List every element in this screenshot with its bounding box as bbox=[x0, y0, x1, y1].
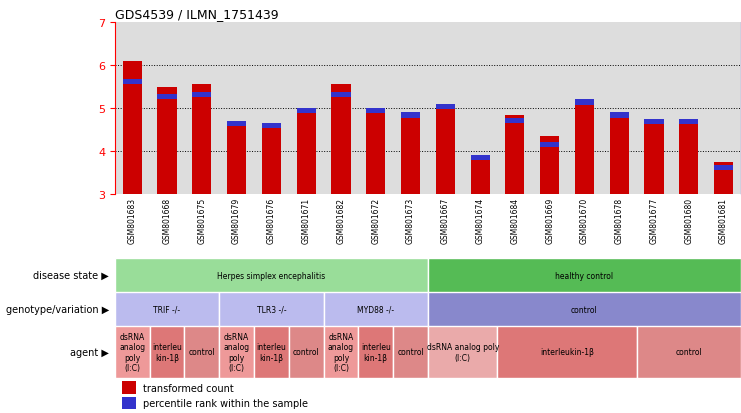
Bar bbox=[123, 62, 142, 195]
Bar bbox=[540, 137, 559, 195]
Text: GSM801682: GSM801682 bbox=[336, 198, 345, 244]
Bar bbox=[115, 259, 428, 292]
Bar bbox=[401, 113, 420, 118]
Text: control: control bbox=[397, 348, 424, 356]
Bar bbox=[123, 80, 142, 85]
Bar bbox=[366, 109, 385, 114]
Bar bbox=[219, 292, 324, 326]
Bar bbox=[393, 326, 428, 378]
Bar bbox=[505, 119, 525, 124]
Bar bbox=[679, 119, 698, 195]
Text: GSM801668: GSM801668 bbox=[162, 198, 171, 244]
Bar bbox=[645, 119, 664, 125]
Bar bbox=[610, 113, 629, 195]
Text: interleukin-1β: interleukin-1β bbox=[540, 348, 594, 356]
Text: MYD88 -/-: MYD88 -/- bbox=[357, 305, 394, 314]
Bar bbox=[115, 326, 150, 378]
Text: control: control bbox=[571, 305, 598, 314]
Bar bbox=[296, 109, 316, 114]
Text: GSM801667: GSM801667 bbox=[441, 198, 450, 244]
Bar bbox=[505, 115, 525, 195]
Bar bbox=[158, 88, 176, 195]
Bar bbox=[401, 113, 420, 195]
Text: percentile rank within the sample: percentile rank within the sample bbox=[143, 399, 308, 408]
Text: GSM801672: GSM801672 bbox=[371, 198, 380, 244]
Bar bbox=[331, 93, 350, 98]
Text: Herpes simplex encephalitis: Herpes simplex encephalitis bbox=[217, 271, 325, 280]
Text: GSM801679: GSM801679 bbox=[232, 198, 241, 244]
Text: healthy control: healthy control bbox=[556, 271, 614, 280]
Bar bbox=[428, 259, 741, 292]
Bar bbox=[185, 326, 219, 378]
Text: control: control bbox=[676, 348, 702, 356]
Bar bbox=[428, 326, 497, 378]
Bar bbox=[471, 156, 490, 195]
Bar bbox=[192, 93, 211, 98]
Text: TRIF -/-: TRIF -/- bbox=[153, 305, 181, 314]
Bar bbox=[436, 104, 455, 110]
Bar bbox=[359, 326, 393, 378]
Bar bbox=[122, 397, 136, 410]
Text: GSM801677: GSM801677 bbox=[650, 198, 659, 244]
Text: dsRNA
analog
poly
(I:C): dsRNA analog poly (I:C) bbox=[224, 332, 250, 372]
Bar bbox=[679, 119, 698, 125]
Text: GDS4539 / ILMN_1751439: GDS4539 / ILMN_1751439 bbox=[115, 7, 279, 21]
Text: GSM801674: GSM801674 bbox=[476, 198, 485, 244]
Bar bbox=[575, 100, 594, 195]
Bar bbox=[436, 107, 455, 195]
Bar bbox=[296, 113, 316, 195]
Bar bbox=[610, 113, 629, 118]
Text: GSM801671: GSM801671 bbox=[302, 198, 310, 244]
Bar bbox=[645, 119, 664, 195]
Text: dsRNA analog poly
(I:C): dsRNA analog poly (I:C) bbox=[427, 342, 499, 362]
Bar bbox=[227, 122, 246, 195]
Bar bbox=[227, 122, 246, 127]
Text: GSM801681: GSM801681 bbox=[719, 198, 728, 244]
Text: GSM801669: GSM801669 bbox=[545, 198, 554, 244]
Text: GSM801676: GSM801676 bbox=[267, 198, 276, 244]
Text: disease state ▶: disease state ▶ bbox=[33, 271, 109, 280]
Text: transformed count: transformed count bbox=[143, 383, 233, 393]
Text: GSM801684: GSM801684 bbox=[511, 198, 519, 244]
Text: GSM801680: GSM801680 bbox=[685, 198, 694, 244]
Bar bbox=[219, 326, 254, 378]
Bar bbox=[158, 95, 176, 100]
Text: dsRNA
analog
poly
(I:C): dsRNA analog poly (I:C) bbox=[328, 332, 354, 372]
Bar bbox=[471, 156, 490, 161]
Text: TLR3 -/-: TLR3 -/- bbox=[256, 305, 286, 314]
Bar bbox=[428, 292, 741, 326]
Bar bbox=[289, 326, 324, 378]
Text: interleu
kin-1β: interleu kin-1β bbox=[256, 342, 286, 362]
Bar bbox=[115, 292, 219, 326]
Text: GSM801673: GSM801673 bbox=[406, 198, 415, 244]
Text: interleu
kin-1β: interleu kin-1β bbox=[361, 342, 391, 362]
Text: GSM801675: GSM801675 bbox=[197, 198, 206, 244]
Text: GSM801683: GSM801683 bbox=[127, 198, 137, 244]
Text: genotype/variation ▶: genotype/variation ▶ bbox=[6, 304, 109, 314]
Text: dsRNA
analog
poly
(I:C): dsRNA analog poly (I:C) bbox=[119, 332, 145, 372]
Bar bbox=[331, 85, 350, 195]
Text: GSM801678: GSM801678 bbox=[615, 198, 624, 244]
Bar bbox=[150, 326, 185, 378]
Bar bbox=[366, 113, 385, 195]
Bar bbox=[192, 85, 211, 195]
Bar bbox=[122, 382, 136, 394]
Bar bbox=[540, 142, 559, 147]
Bar bbox=[254, 326, 289, 378]
Text: control: control bbox=[188, 348, 215, 356]
Text: GSM801670: GSM801670 bbox=[580, 198, 589, 244]
Bar bbox=[262, 124, 281, 195]
Bar bbox=[262, 124, 281, 129]
Text: control: control bbox=[293, 348, 319, 356]
Bar bbox=[497, 326, 637, 378]
Bar bbox=[324, 326, 359, 378]
Text: agent ▶: agent ▶ bbox=[70, 347, 109, 357]
Bar bbox=[324, 292, 428, 326]
Bar bbox=[714, 166, 733, 171]
Bar bbox=[637, 326, 741, 378]
Bar bbox=[714, 162, 733, 195]
Text: interleu
kin-1β: interleu kin-1β bbox=[152, 342, 182, 362]
Bar bbox=[575, 100, 594, 105]
